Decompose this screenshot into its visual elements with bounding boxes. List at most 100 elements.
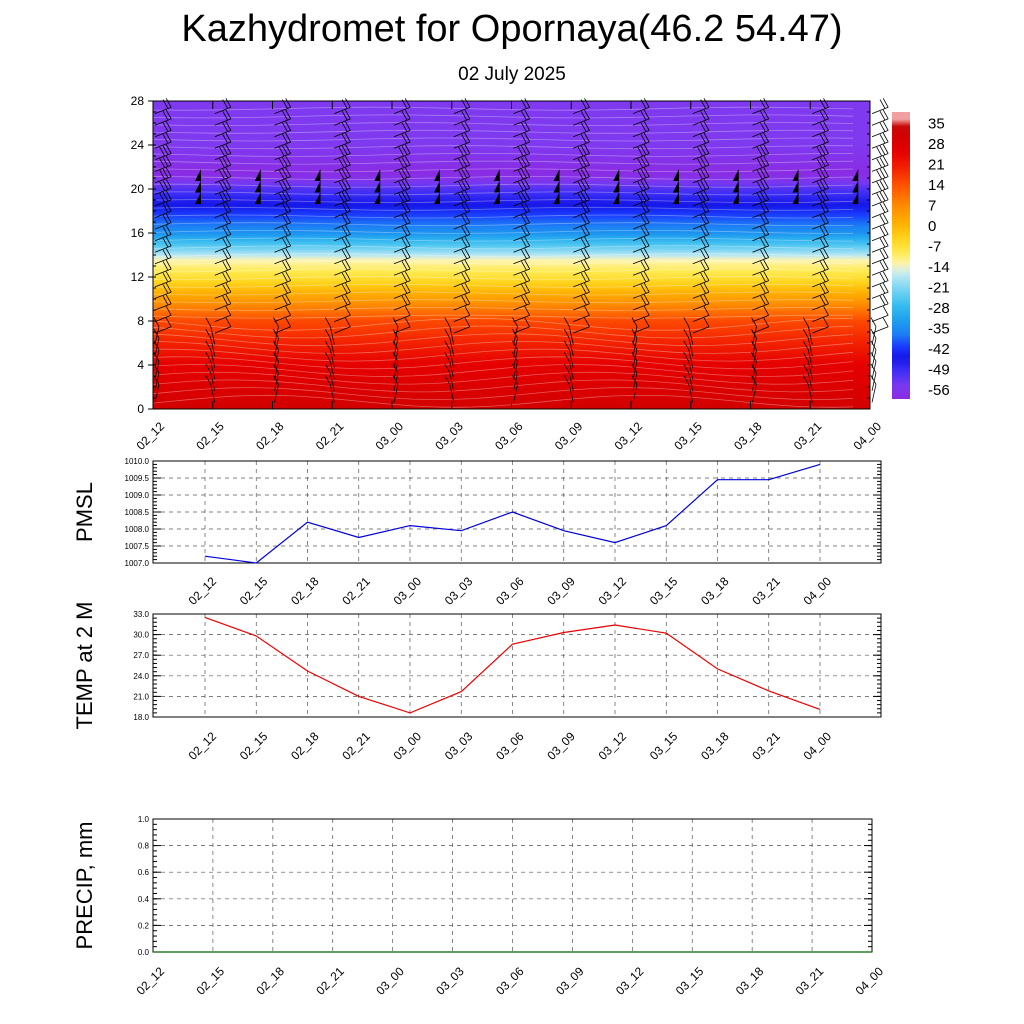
wind-barb	[871, 236, 889, 253]
wind-barb	[802, 352, 813, 380]
y-axis-label: PRECIP, mm	[72, 822, 97, 950]
colorbar-label: 28	[928, 136, 945, 153]
wind-barb	[513, 144, 531, 161]
wind-barb	[812, 225, 829, 242]
wind-barb	[812, 306, 829, 322]
wind-barb	[692, 271, 710, 288]
wind-barb	[752, 259, 770, 276]
wind-barb	[752, 306, 770, 322]
contour-line	[152, 276, 854, 280]
wind-barb	[393, 109, 411, 126]
x-tick-label: 04_00	[801, 574, 835, 608]
wind-barb	[513, 202, 531, 218]
wind-barb	[453, 167, 471, 184]
wind-flag	[314, 180, 321, 193]
x-tick-label: 03_09	[544, 574, 578, 608]
wind-barb	[752, 155, 770, 172]
wind-barb	[683, 363, 694, 391]
contour-lines	[152, 106, 854, 408]
y-tick-label: 1008.5	[125, 508, 150, 517]
wind-barb	[453, 282, 471, 299]
y-tick-label: 12	[131, 270, 145, 284]
colorbar-label: -28	[928, 300, 950, 317]
wind-barb	[871, 306, 889, 322]
wind-barb	[513, 179, 531, 195]
wind-barb	[274, 259, 292, 276]
grid	[153, 613, 881, 718]
wind-barb	[692, 213, 710, 230]
wind-barb	[154, 248, 172, 265]
wind-barb	[444, 375, 455, 403]
y-tick-label: 4	[137, 358, 144, 372]
wind-barb	[453, 236, 471, 253]
y-tick-label: 1009.0	[125, 491, 150, 500]
wind-barb	[393, 236, 411, 253]
wind-barb	[871, 213, 889, 230]
wind-barb	[334, 282, 351, 299]
wind-barb	[214, 202, 232, 218]
wind-barb	[274, 132, 292, 149]
wind-barb	[334, 317, 351, 334]
wind-flag	[254, 192, 261, 205]
x-tick-label: 03_00	[391, 729, 425, 763]
y-tick-label: 30.0	[133, 631, 149, 640]
wind-barb	[573, 225, 590, 242]
wind-barb	[513, 282, 531, 299]
wind-barb	[632, 317, 650, 334]
wind-barb	[632, 190, 650, 207]
wind-barb	[453, 132, 471, 149]
y-tick-label: 1007.5	[125, 542, 150, 551]
wind-barb	[153, 375, 160, 403]
wind-barb	[692, 236, 710, 253]
wind-barb	[154, 306, 172, 322]
wind-barb	[573, 144, 590, 161]
precip-panel: 0.0 0.2 0.4 0.6 0.8 1.0 PRECIP, mm 02_12 02_15 02…	[72, 815, 886, 998]
wind-barb	[154, 236, 172, 253]
wind-flag	[792, 192, 799, 205]
wind-barb	[802, 329, 813, 357]
wind-barb	[631, 340, 638, 368]
wind-flag	[852, 180, 859, 193]
wind-barb	[274, 248, 292, 265]
wind-barb	[692, 294, 710, 311]
wind-flag	[434, 192, 440, 205]
wind-barb	[692, 317, 710, 334]
wind-barb	[392, 317, 399, 345]
y-axis-label: TEMP at 2 M	[72, 602, 97, 730]
wind-flag	[434, 180, 440, 193]
wind-barb	[453, 109, 471, 126]
colorbar-label: -7	[928, 238, 941, 255]
wind-barb	[631, 352, 638, 380]
wind-barb	[573, 121, 590, 138]
wind-flag	[374, 168, 381, 181]
wind-barb	[563, 329, 574, 357]
wind-barb	[273, 352, 279, 380]
wind-barb	[812, 282, 829, 299]
wind-barb	[393, 121, 411, 138]
wind-barb	[393, 294, 411, 311]
wind-barb	[812, 109, 829, 126]
wind-barb	[513, 213, 531, 230]
wind-barb	[214, 271, 232, 288]
wind-barb	[393, 202, 411, 218]
wind-flag	[314, 168, 321, 181]
wind-barb	[871, 202, 889, 218]
wind-barb	[154, 271, 172, 288]
wind-barb	[393, 190, 411, 207]
cross-section-panel: 0 4 8 12 16 20 24 28 02_12 02_15 02_18 02_21 03_00 03…	[131, 94, 889, 453]
contour-line	[152, 260, 854, 265]
wind-flag	[374, 192, 381, 205]
wind-barb	[444, 317, 455, 345]
y-tick-label: 0.4	[138, 895, 150, 904]
wind-barbs	[153, 98, 889, 403]
wind-barb	[683, 352, 694, 380]
wind-barb	[214, 317, 232, 334]
contour-line	[152, 291, 854, 296]
wind-barb	[871, 155, 889, 172]
wind-barb	[154, 155, 172, 172]
contour-line	[152, 394, 854, 408]
y-tick-label: 20	[131, 182, 145, 196]
wind-barb	[632, 294, 650, 311]
wind-barb	[154, 132, 172, 149]
wind-barb	[752, 248, 770, 265]
